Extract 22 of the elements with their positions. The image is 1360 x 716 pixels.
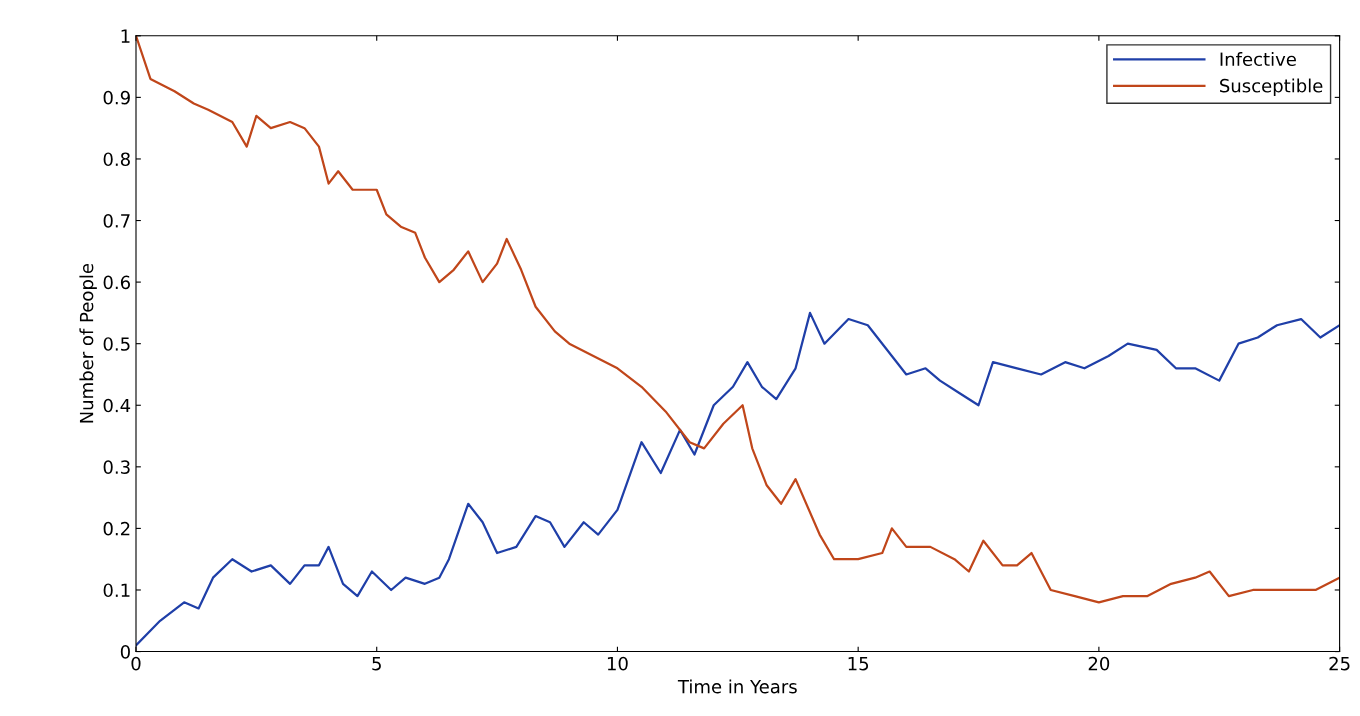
x-tick-label: 10 [607, 656, 628, 671]
y-tick-label: 0.8 [103, 152, 130, 167]
y-tick-label: 0.6 [103, 275, 130, 290]
y-tick-label: 0.1 [103, 583, 130, 598]
legend-label: Susceptible [1220, 78, 1323, 97]
x-tick-label: 20 [1088, 656, 1110, 671]
y-tick-label: 0.4 [103, 398, 131, 413]
y-tick-label: 1 [121, 29, 130, 43]
y-tick-label: 0.9 [103, 90, 130, 105]
x-tick-label: 0 [131, 656, 141, 671]
y-tick-label: 0.7 [103, 213, 130, 228]
line-series [136, 311, 1340, 647]
y-tick-label: 0 [120, 645, 130, 659]
y-tick-label: 0.5 [103, 337, 130, 351]
x-tick-label: 15 [848, 656, 869, 671]
y-axis-title: Number of People [79, 263, 97, 423]
x-axis-title: Time in Years [677, 679, 797, 694]
legend-label: Infective [1220, 52, 1296, 67]
y-tick-label: 0.3 [103, 460, 130, 474]
y-tick-label: 0.2 [103, 521, 130, 536]
x-tick-label: 25 [1329, 656, 1350, 671]
x-tick-label: 5 [372, 656, 381, 671]
